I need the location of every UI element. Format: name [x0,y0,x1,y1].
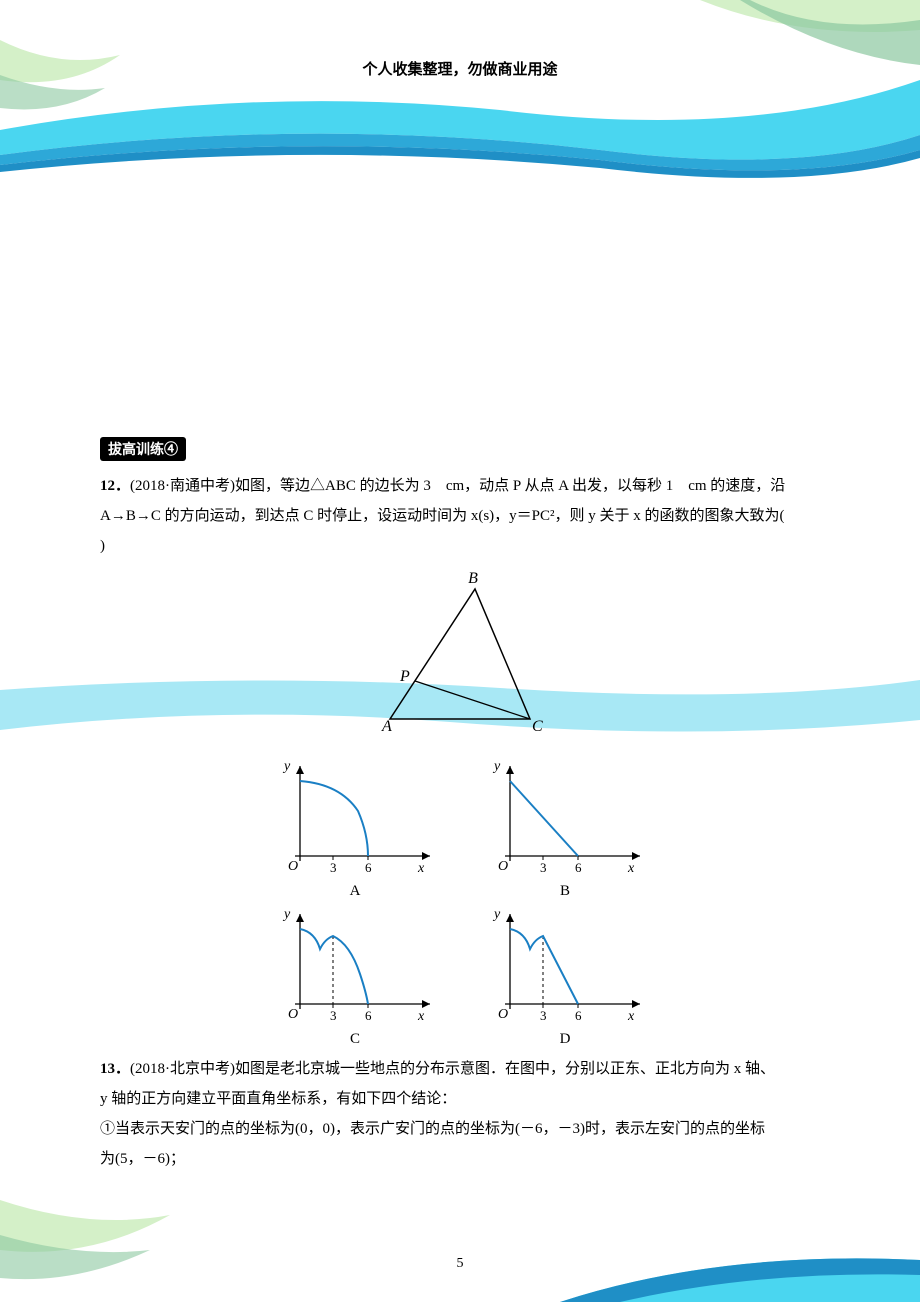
svg-text:6: 6 [365,860,372,875]
svg-text:x: x [417,1009,425,1024]
svg-text:y: y [492,759,501,774]
header-notice: 个人收集整理，勿做商业用途 [100,58,820,79]
q12-text-2: A→B→C 的方向运动，到达点 C 时停止，设运动时间为 x(s)，y＝PC²，… [100,508,785,524]
svg-text:C: C [532,718,543,735]
page-number: 5 [0,1256,920,1272]
choice-a-label: A [270,883,440,900]
svg-text:y: y [492,907,501,922]
svg-text:3: 3 [540,860,547,875]
choice-d-label: D [480,1031,650,1048]
question-12: 12．(2018·南通中考)如图，等边△ABC 的边长为 3 cm，动点 P 从… [100,471,820,561]
svg-text:6: 6 [575,860,582,875]
svg-text:x: x [627,1009,635,1024]
choice-c: y O 3 6 x C [270,904,440,1048]
svg-text:O: O [498,859,508,874]
q13-source: (2018·北京中考) [130,1061,235,1077]
svg-text:x: x [627,861,635,876]
svg-text:3: 3 [330,1008,337,1023]
svg-text:P: P [399,668,410,685]
q12-choices: y O 3 6 x A y O [100,752,820,1048]
q13-text-4: 为(5，－6)； [100,1151,185,1167]
question-13: 13．(2018·北京中考)如图是老北京城一些地点的分布示意图．在图中，分别以正… [100,1054,820,1174]
svg-text:B: B [468,570,478,587]
svg-text:6: 6 [365,1008,372,1023]
svg-text:3: 3 [330,860,337,875]
q12-source: (2018·南通中考) [130,478,235,494]
choice-d: y O 3 6 x D [480,904,650,1048]
svg-text:3: 3 [540,1008,547,1023]
svg-text:O: O [288,1007,298,1022]
q13-number: 13． [100,1061,130,1077]
section-badge: 拔高训练④ [100,437,186,461]
q12-number: 12． [100,478,130,494]
q13-text-1: 如图是老北京城一些地点的分布示意图．在图中，分别以正东、正北方向为 x 轴、 [235,1061,775,1077]
choice-b-label: B [480,883,650,900]
q13-text-2: y 轴的正方向建立平面直角坐标系，有如下四个结论： [100,1091,456,1107]
svg-text:A: A [381,718,392,735]
q13-text-3: ①当表示天安门的点的坐标为(0，0)，表示广安门的点的坐标为(－6，－3)时，表… [100,1121,765,1137]
svg-text:y: y [282,907,291,922]
choice-c-label: C [270,1031,440,1048]
choice-a: y O 3 6 x A [270,756,440,900]
q12-triangle-figure: B A C P [100,569,820,744]
q12-text-1: 如图，等边△ABC 的边长为 3 cm，动点 P 从点 A 出发，以每秒 1 c… [235,478,785,494]
svg-text:y: y [282,759,291,774]
svg-text:x: x [417,861,425,876]
choice-b: y O 3 6 x B [480,756,650,900]
svg-text:O: O [288,859,298,874]
q12-text-3: ) [100,538,105,554]
svg-text:O: O [498,1007,508,1022]
svg-text:6: 6 [575,1008,582,1023]
